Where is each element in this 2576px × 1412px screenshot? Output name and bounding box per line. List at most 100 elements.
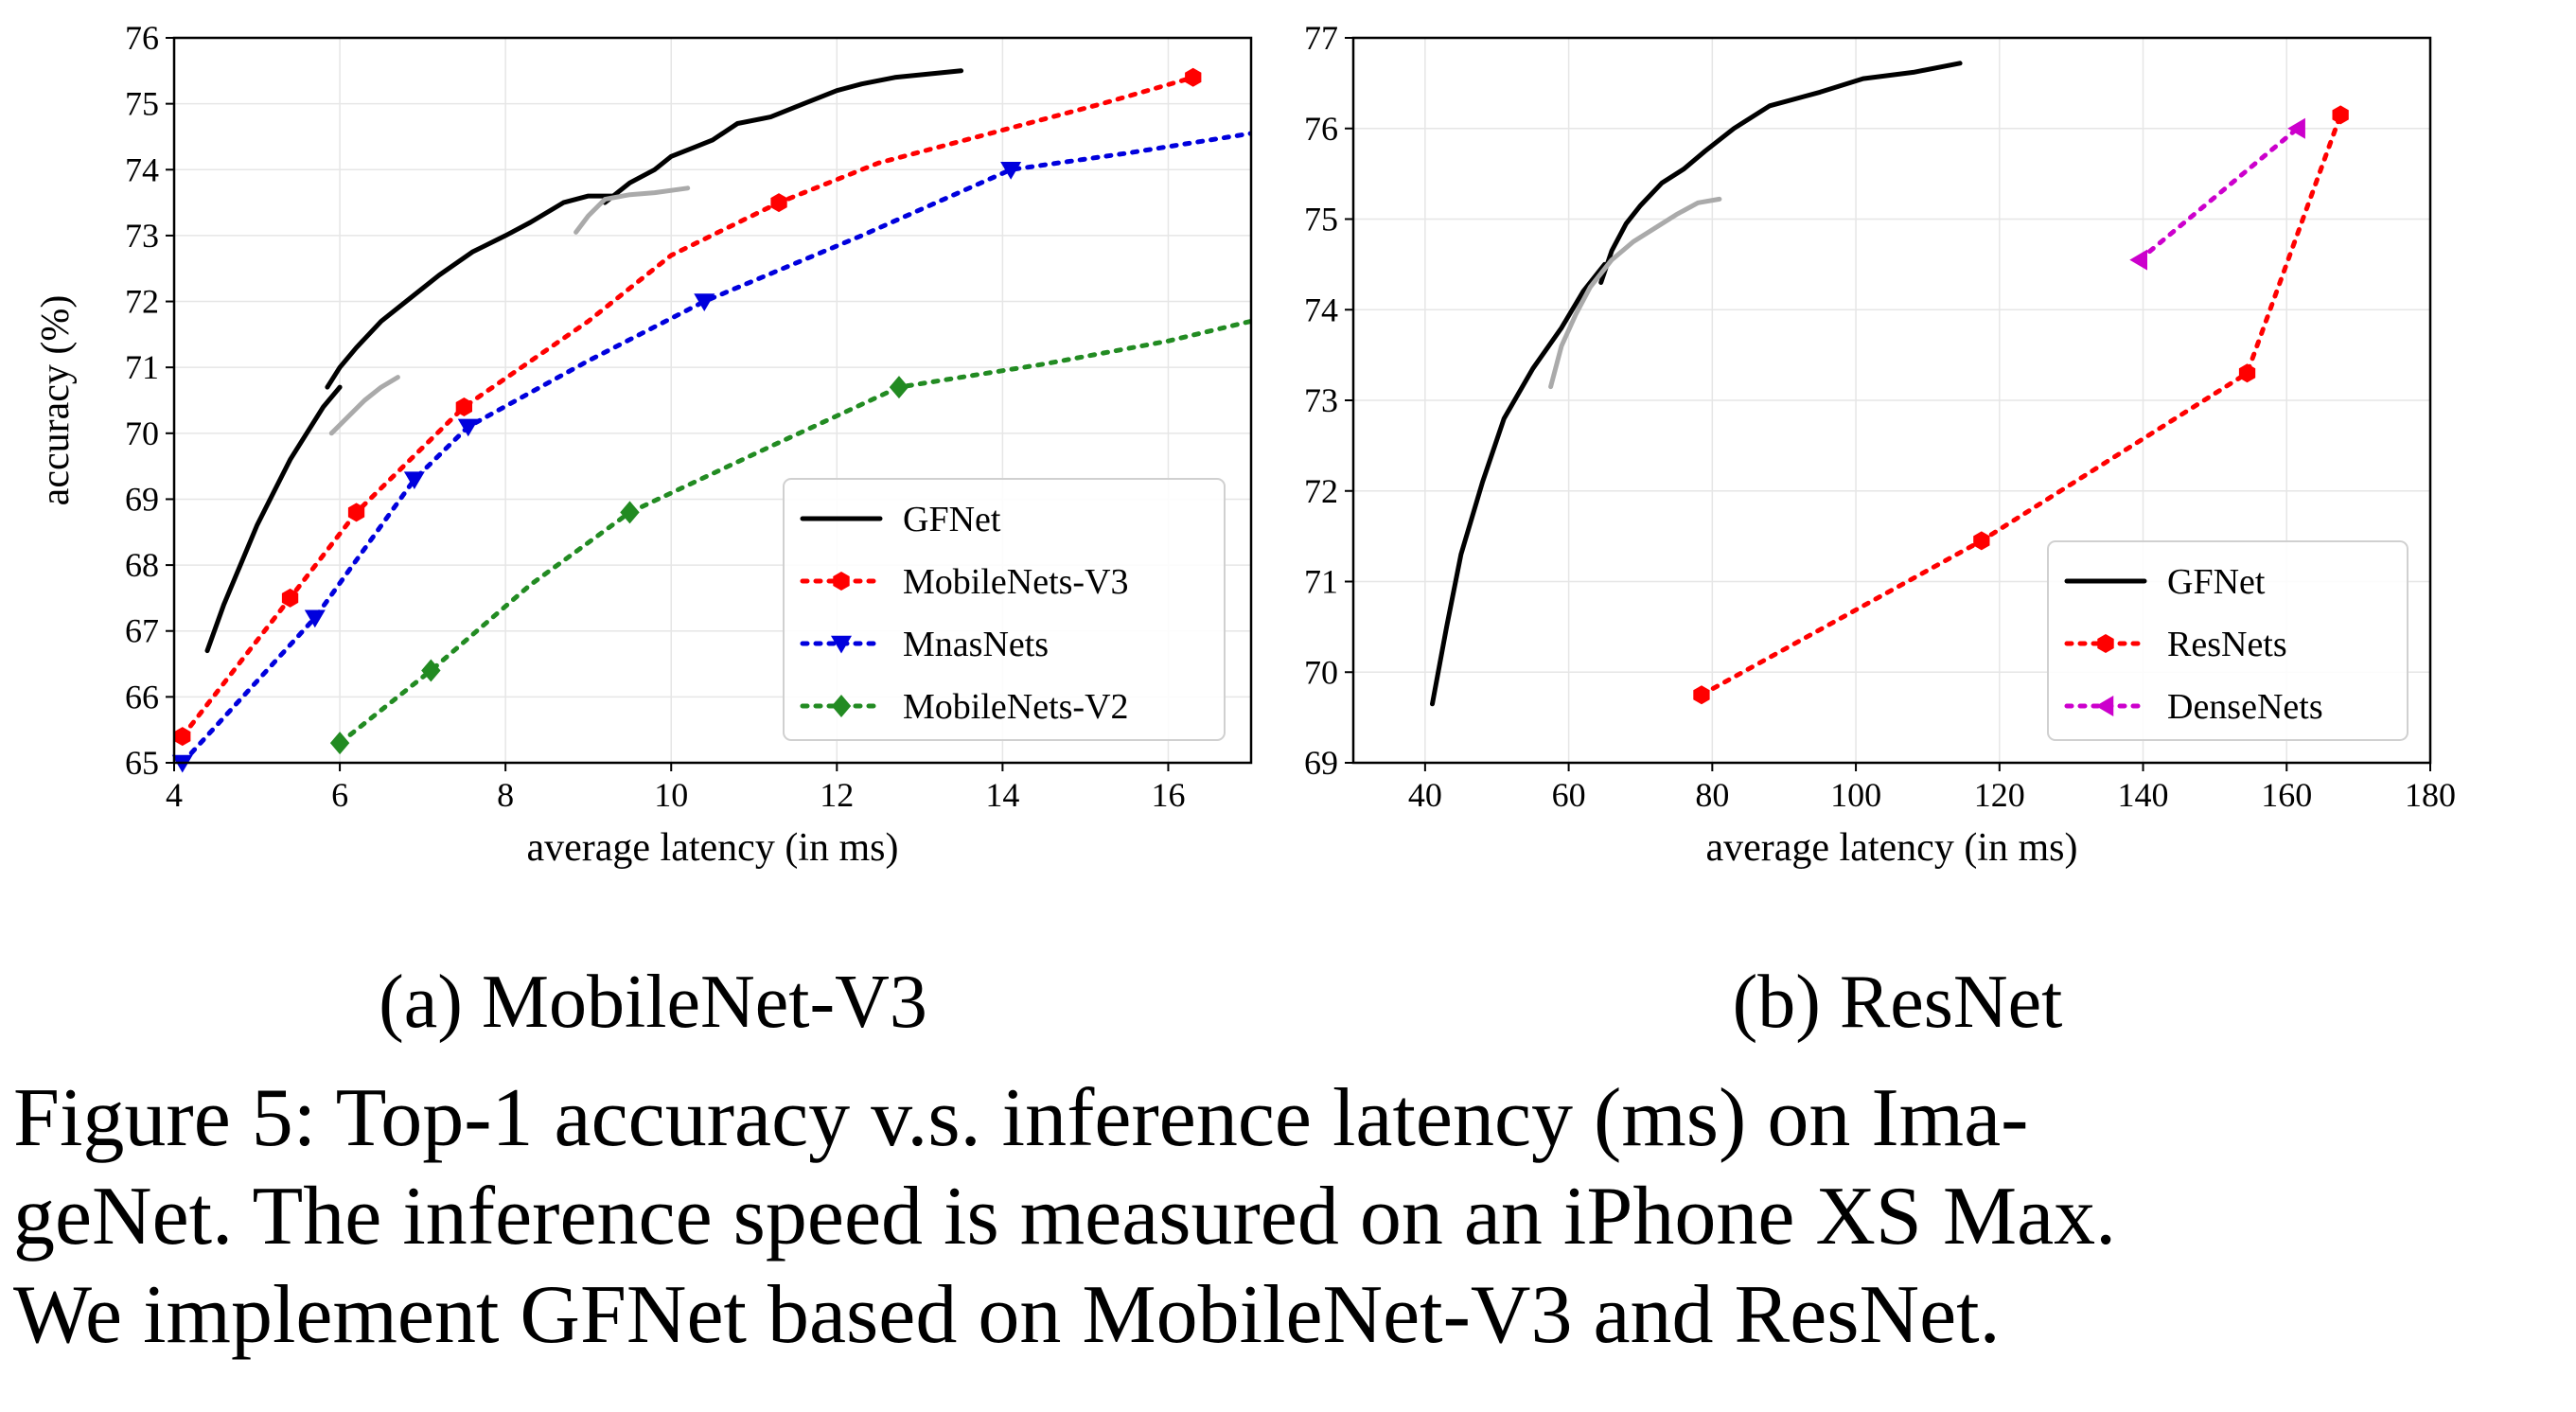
y-tick-label: 70 (125, 415, 159, 452)
data-point-mobilenets-v2 (421, 659, 441, 682)
y-tick-label: 74 (125, 150, 159, 188)
x-tick-label: 16 (1151, 776, 1185, 814)
series-line-gfnet-overlap (1548, 196, 1722, 390)
data-point-mobilenets-v2 (889, 376, 909, 399)
data-point-resnets (1973, 531, 1990, 551)
y-tick-label: 68 (125, 546, 159, 584)
x-tick-label: 140 (2118, 776, 2169, 814)
chart-b-legend-box (2047, 540, 2408, 741)
data-point-mnasnets (1000, 162, 1022, 180)
chart-a-grid (173, 37, 1251, 764)
x-tick-label: 10 (654, 776, 688, 814)
x-tick-label: 160 (2261, 776, 2312, 814)
y-tick-label: 75 (1304, 201, 1338, 238)
chart-a-ylabel: accuracy (%) (34, 295, 78, 506)
x-tick-label: 40 (1408, 776, 1442, 814)
chart-b-series (1430, 61, 2343, 707)
chart-b-resnet: 40 60 80 100 120 140 160 180 69 70 71 72 73 74 75 76 77 a… (1304, 19, 2456, 1044)
data-point-resnets (2238, 363, 2256, 383)
data-point-densenets (2287, 117, 2305, 139)
y-tick-label: 75 (125, 85, 159, 123)
chart-b-ticks: 40 60 80 100 120 140 160 180 69 70 71 72 73 74 75 76 77 (1304, 19, 2456, 814)
x-tick-label: 6 (331, 776, 348, 814)
data-point-mnasnets (403, 471, 425, 490)
series-line-gfnet (1430, 261, 1607, 707)
data-point-mobilenets-v3 (1185, 67, 1202, 87)
x-tick-label: 80 (1695, 776, 1729, 814)
data-point-mobilenets-v3 (770, 193, 787, 213)
series-line-mnasnets (180, 131, 1251, 766)
legend-entry: DenseNets (2167, 687, 2323, 727)
caption-line-2: geNet. The inference speed is measured o… (13, 1171, 2117, 1262)
y-tick-label: 67 (125, 612, 159, 650)
data-point-mnasnets (304, 609, 326, 628)
series-line-gfnet-overlap (573, 185, 691, 235)
x-tick-label: 60 (1552, 776, 1586, 814)
data-point-mobilenets-v3 (281, 588, 299, 608)
x-tick-label: 180 (2405, 776, 2456, 814)
y-tick-label: 73 (1304, 381, 1338, 419)
chart-a-legend-box (783, 478, 1226, 741)
chart-a-subcaption: (a) MobileNet-V3 (379, 961, 927, 1044)
series-line-gfnet (1598, 61, 1963, 285)
series-line-gfnet (602, 68, 964, 205)
y-tick-label: 76 (125, 19, 159, 57)
series-line-densenets (2137, 126, 2301, 263)
legend-swatch-marker (831, 635, 852, 654)
x-tick-label: 12 (820, 776, 854, 814)
series-line-gfnet (325, 193, 616, 390)
y-tick-label: 70 (1304, 653, 1338, 691)
y-tick-label: 66 (125, 678, 159, 715)
legend-swatch-marker (2097, 634, 2114, 653)
legend-entry: ResNets (2167, 625, 2287, 664)
y-tick-label: 77 (1304, 19, 1338, 57)
data-point-mobilenets-v2 (620, 501, 640, 524)
y-tick-label: 71 (1304, 563, 1338, 601)
chart-a-legend: GFNet MobileNets-V3 MnasNets MobileNets-V2 (783, 478, 1226, 741)
data-point-mobilenets-v2 (329, 732, 350, 755)
chart-a-axes-frame (172, 36, 1253, 765)
legend-swatch-marker (2095, 696, 2114, 716)
y-tick-label: 76 (1304, 110, 1338, 148)
legend-entry: MnasNets (903, 625, 1049, 664)
data-point-resnets (2332, 105, 2349, 125)
chart-a-markers (171, 67, 1202, 773)
x-tick-label: 120 (1974, 776, 2025, 814)
y-tick-label: 72 (1304, 472, 1338, 510)
chart-b-legend: GFNet ResNets DenseNets (2047, 540, 2408, 741)
chart-a-xlabel: average latency (in ms) (527, 826, 899, 870)
legend-entry: GFNet (903, 500, 1001, 539)
caption-line-3: We implement GFNet based on MobileNet-V3… (13, 1269, 2001, 1361)
series-line-resnets (1699, 112, 2343, 697)
chart-a-mobilenet-v3: 4 6 8 10 12 14 16656667686970717273747576avera… (34, 19, 1253, 1044)
legend-entry: GFNet (2167, 562, 2266, 602)
data-point-mnasnets (694, 293, 715, 311)
x-tick-label: 4 (166, 776, 183, 814)
y-tick-label: 65 (125, 744, 159, 782)
legend-entry: MobileNets-V2 (903, 687, 1129, 727)
figure-canvas: 4 6 8 10 12 14 16656667686970717273747576avera… (34, 19, 2456, 1044)
data-point-resnets (1693, 685, 1710, 705)
data-point-mobilenets-v3 (347, 503, 365, 522)
series-line-mobilenets-v2 (337, 318, 1251, 746)
chart-a-series (180, 68, 1251, 766)
caption-line-1: Figure 5: Top-1 accuracy v.s. inference … (13, 1072, 2029, 1164)
x-tick-label: 14 (985, 776, 1019, 814)
data-point-densenets (2129, 249, 2147, 271)
y-tick-label: 72 (125, 283, 159, 321)
legend-swatch-marker (833, 572, 850, 591)
data-point-mobilenets-v3 (174, 727, 191, 747)
y-tick-label: 69 (125, 480, 159, 518)
y-tick-label: 73 (125, 217, 159, 255)
chart-b-xlabel: average latency (in ms) (1706, 826, 2078, 870)
legend-swatch-marker (831, 695, 852, 717)
figure-caption: Figure 5: Top-1 accuracy v.s. inference … (13, 1069, 2568, 1365)
series-line-mobilenets-v3 (180, 75, 1196, 739)
x-tick-label: 8 (497, 776, 514, 814)
chart-b-markers (1693, 105, 2349, 705)
y-tick-label: 71 (125, 348, 159, 386)
series-line-gfnet (204, 384, 343, 654)
x-tick-label: 100 (1830, 776, 1881, 814)
y-tick-label: 69 (1304, 744, 1338, 782)
